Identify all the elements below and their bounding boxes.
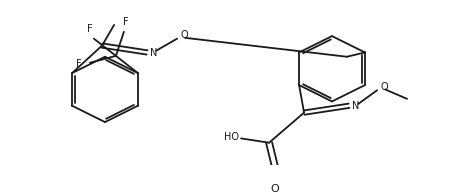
Text: N: N [150,48,158,58]
Text: F: F [123,17,129,27]
Text: HO: HO [224,132,239,142]
Text: O: O [271,184,279,192]
Text: F: F [87,24,93,34]
Text: O: O [180,30,188,40]
Text: O: O [380,82,388,92]
Text: N: N [352,101,360,111]
Text: F: F [76,60,82,70]
